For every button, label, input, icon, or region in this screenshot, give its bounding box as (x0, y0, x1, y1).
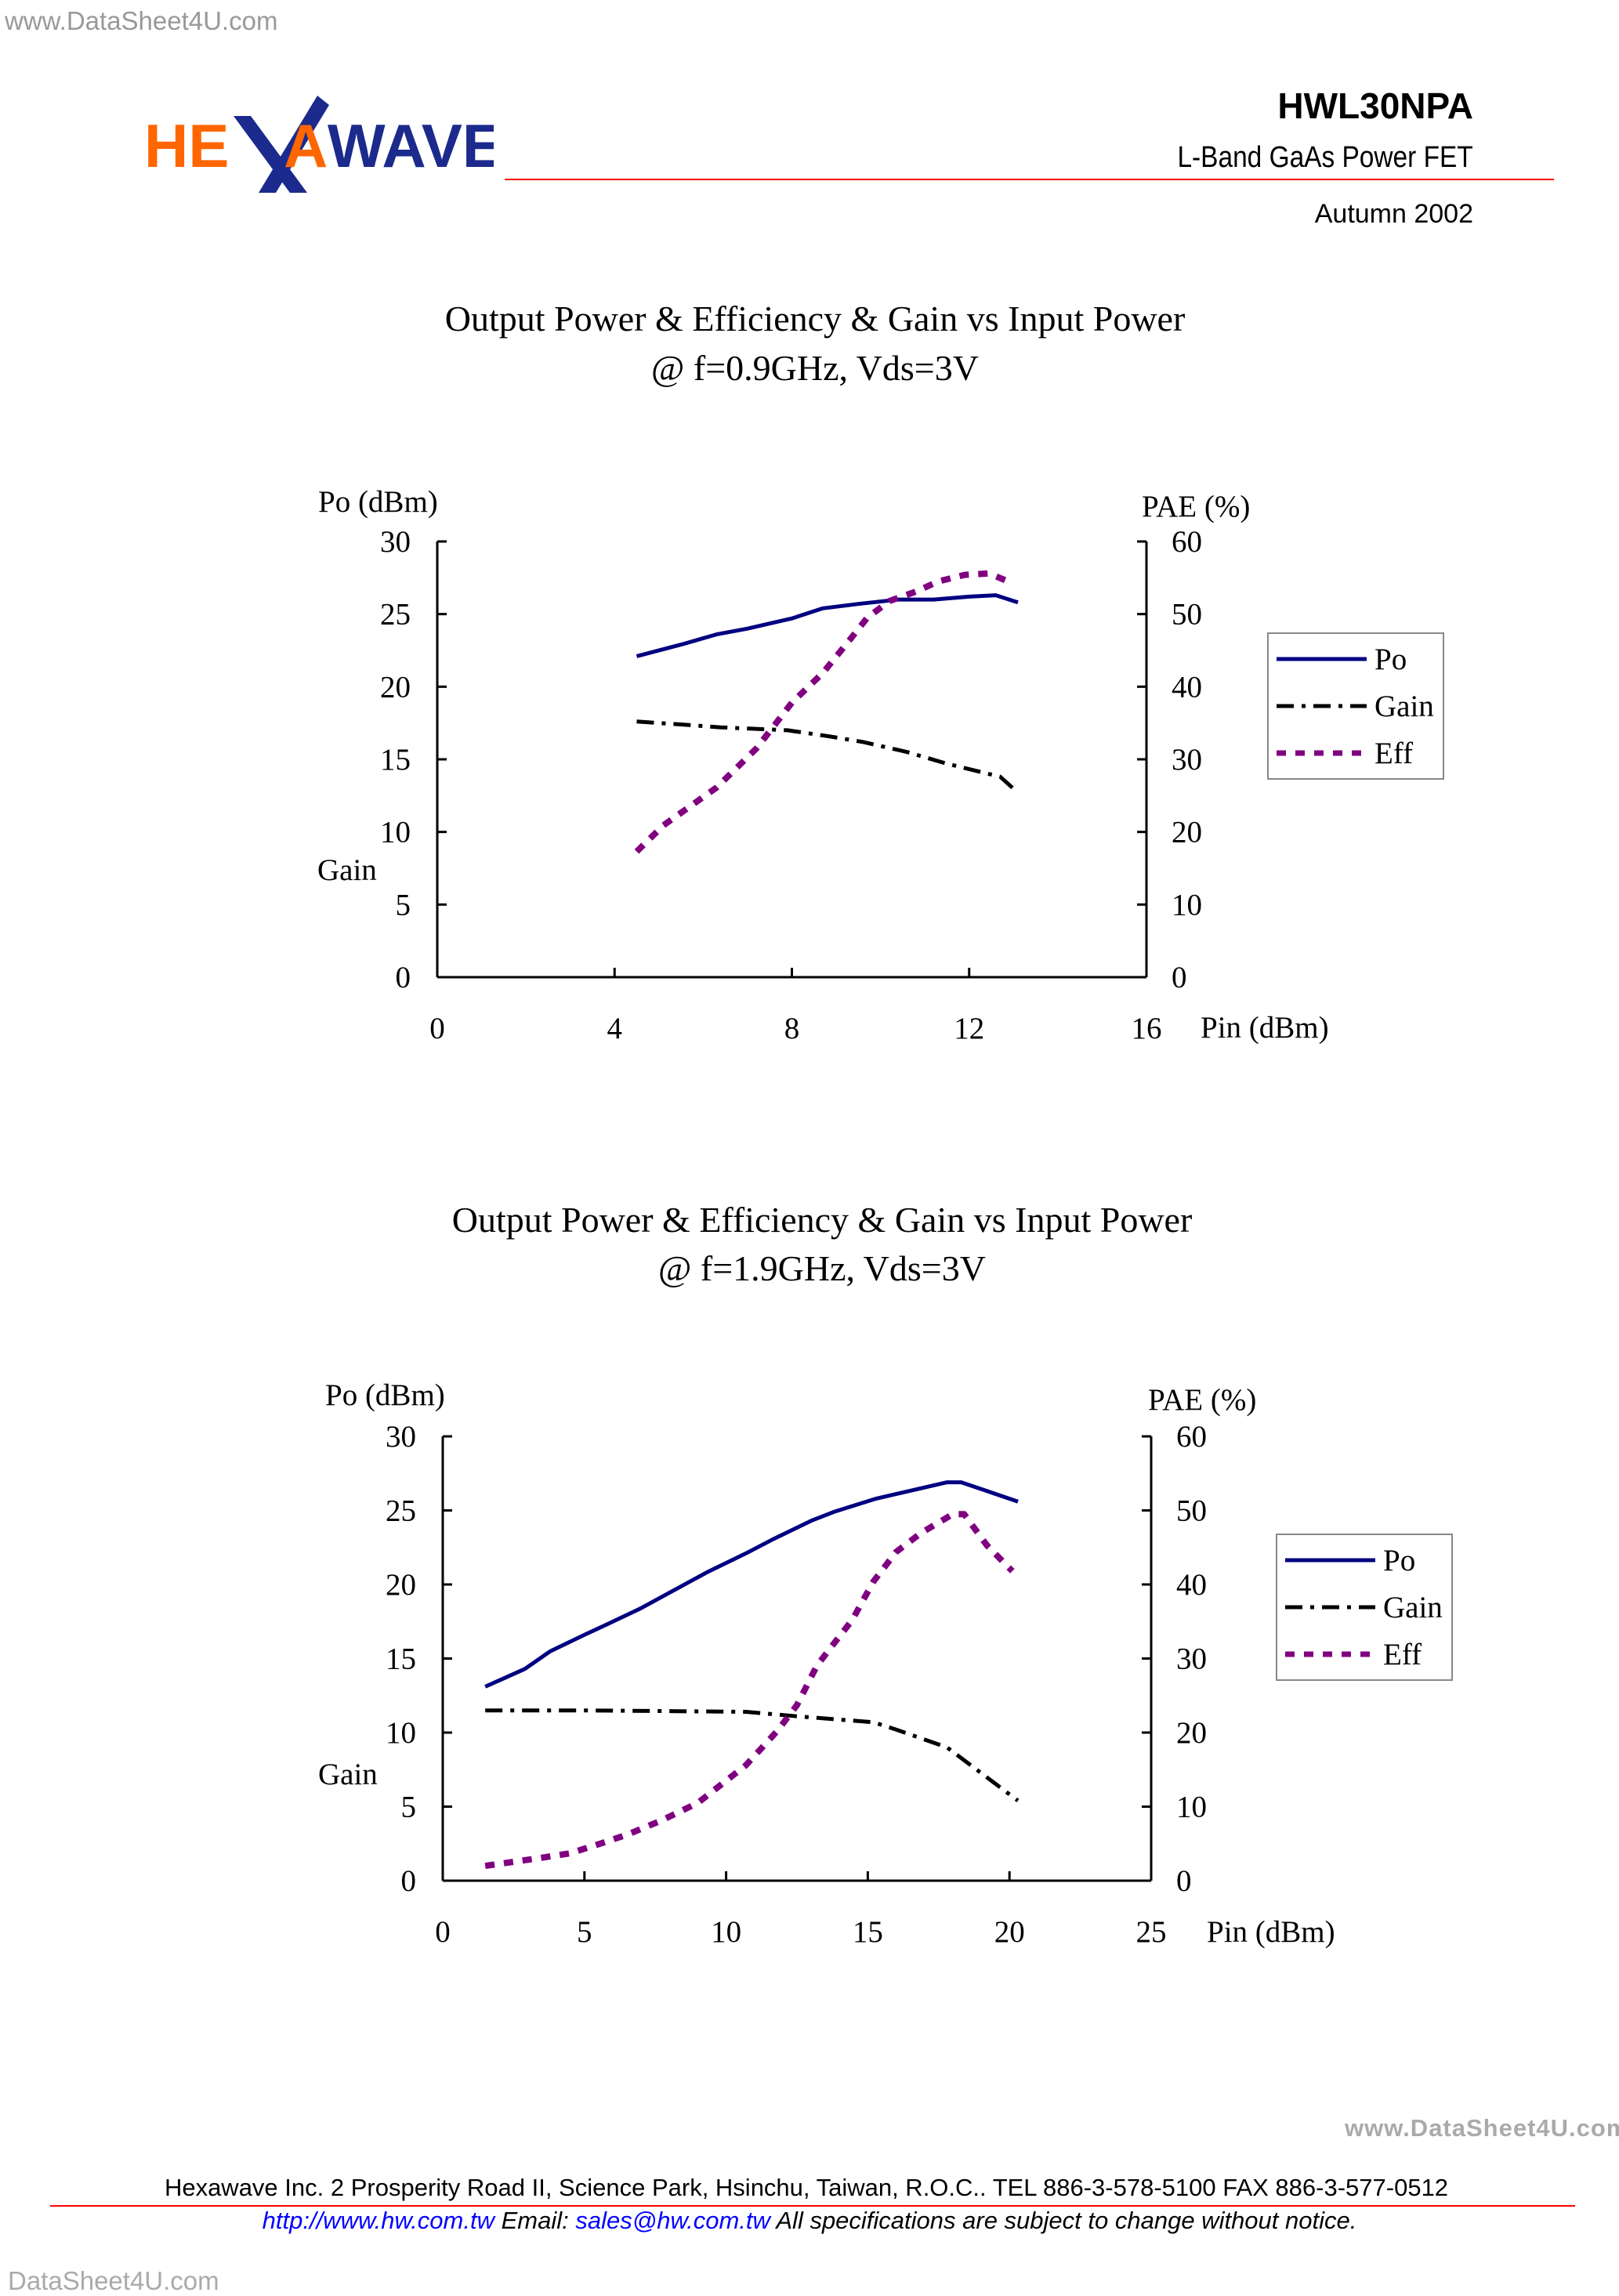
hexawave-logo: HE A WAVE (141, 92, 503, 202)
chart1-y2-tick-label: 20 (1172, 816, 1202, 849)
header-date: Autumn 2002 (1314, 199, 1473, 229)
chart1-series-gain-line (636, 719, 1020, 795)
watermark-top: www.DataSheet4U.com (5, 6, 278, 35)
chart1-x-tick-label: 8 (784, 1012, 800, 1045)
chart1-y2label: PAE (%) (1142, 490, 1251, 523)
chart2-y2-tick-label: 10 (1176, 1791, 1207, 1824)
chart1-y2-tick-label: 30 (1172, 743, 1202, 777)
legend-swatch-po (1277, 657, 1367, 661)
chart2-x-tick-label: 25 (1136, 1915, 1167, 1949)
legend-item-gain: Gain (1285, 1584, 1443, 1631)
chart1-ylabel: Po (dBm) (318, 485, 438, 519)
legend-item-eff: Eff (1285, 1631, 1422, 1678)
chart1-y-tick-label: 15 (380, 743, 411, 777)
chart2-y2-tick-label: 20 (1176, 1716, 1207, 1750)
chart2-y-tick-label: 15 (386, 1642, 416, 1676)
chart2-y2-tick-label: 50 (1176, 1494, 1207, 1528)
chart1-x-tick-label: 4 (607, 1012, 623, 1045)
chart2-y-tick-label: 10 (386, 1716, 416, 1750)
chart1-series-eff-line (634, 570, 1013, 854)
chart2-x-tick-label: 20 (994, 1915, 1025, 1949)
legend-label: Po (1375, 642, 1407, 676)
chart1-x-tick-label: 12 (954, 1012, 984, 1045)
chart1-y-tick-label: 5 (396, 888, 411, 922)
svg-text:WAVE: WAVE (328, 111, 494, 180)
legend-label: Eff (1375, 736, 1414, 770)
chart1-ylabel-gain: Gain (317, 853, 377, 887)
legend-swatch-eff (1277, 750, 1367, 756)
chart1-y2-tick-label: 0 (1172, 961, 1187, 994)
chart2-y-tick-label: 30 (386, 1420, 416, 1454)
legend-swatch-eff (1285, 1651, 1375, 1657)
legend-swatch-gain (1277, 704, 1367, 708)
chart1-series-po-line (636, 593, 1019, 658)
svg-text:A: A (284, 111, 328, 180)
svg-text:HE: HE (144, 111, 229, 180)
chart2-ylabel: Po (dBm) (325, 1378, 445, 1412)
chart2-x-tick-label: 10 (711, 1915, 741, 1949)
chart2-y2-tick-label: 60 (1176, 1420, 1207, 1454)
chart2-series-eff-line (484, 1511, 1015, 1870)
legend-item-eff: Eff (1277, 730, 1413, 777)
header-rule (505, 179, 1554, 180)
chart2-y2-tick-label: 40 (1176, 1568, 1207, 1602)
chart2-y2label: PAE (%) (1148, 1383, 1257, 1417)
watermark-right: www.DataSheet4U.com (1345, 2114, 1619, 2142)
chart2-x-tick-label: 0 (435, 1915, 451, 1949)
legend-item-po: Po (1277, 636, 1407, 683)
chart2-y-tick-label: 25 (386, 1494, 416, 1528)
footer-rule (50, 2205, 1575, 2207)
legend-label: Gain (1383, 1590, 1443, 1624)
chart2-x-tick-label: 5 (577, 1915, 592, 1949)
footer-address: Hexawave Inc. 2 Prosperity Road II, Scie… (164, 2174, 1449, 2201)
chart2-y2-tick-label: 30 (1176, 1642, 1207, 1676)
chart1-y-tick-label: 20 (380, 670, 411, 704)
chart1-x-tick-label: 16 (1132, 1012, 1162, 1045)
chart2-y-tick-label: 0 (401, 1864, 417, 1898)
chart1-xlabel: Pin (dBm) (1201, 1011, 1329, 1045)
legend-swatch-gain (1285, 1605, 1375, 1610)
chart2-legend: Po Gain Eff (1276, 1534, 1453, 1681)
chart2-x-tick-label: 15 (853, 1915, 883, 1949)
header-subtitle: L-Band GaAs Power FET (1177, 141, 1473, 174)
footer-notice: All specifications are subject to change… (776, 2207, 1357, 2234)
chart2-xlabel: Pin (dBm) (1207, 1915, 1335, 1949)
legend-item-gain: Gain (1277, 683, 1434, 730)
legend-swatch-po (1285, 1558, 1375, 1563)
chart1-subtitle: @ f=0.9GHz, Vds=3V (651, 348, 979, 388)
email-label: Email: (501, 2207, 569, 2234)
chart1-y2-tick-label: 60 (1172, 525, 1202, 559)
chart1-legend: Po Gain Eff (1267, 632, 1444, 780)
chart2-title: Output Power & Efficiency & Gain vs Inpu… (451, 1200, 1193, 1240)
chart1-y2-tick-label: 40 (1172, 670, 1202, 704)
chart1-x-tick-label: 0 (429, 1012, 445, 1045)
chart1-y-tick-label: 30 (380, 525, 411, 559)
email-link[interactable]: sales@hw.com.tw (575, 2207, 770, 2234)
chart2-y-tick-label: 5 (401, 1791, 417, 1824)
legend-label: Po (1383, 1543, 1416, 1577)
legend-label: Gain (1375, 689, 1434, 723)
chart1-y-tick-label: 0 (396, 961, 411, 994)
watermark-bottom: DataSheet4U.com (8, 2266, 219, 2295)
chart2-ylabel-gain: Gain (318, 1758, 378, 1791)
legend-label: Eff (1383, 1637, 1422, 1671)
footer-links: http://www.hw.com.tw Email: sales@hw.com… (0, 2207, 1619, 2235)
chart2-y-tick-label: 20 (386, 1568, 416, 1602)
chart1-y2-tick-label: 10 (1172, 888, 1202, 922)
chart2-y2-tick-label: 0 (1176, 1864, 1192, 1898)
legend-item-po: Po (1285, 1537, 1415, 1584)
chart1-title: Output Power & Efficiency & Gain vs Inpu… (444, 299, 1186, 339)
chart1-y2-tick-label: 50 (1172, 598, 1202, 632)
chart1-y-tick-label: 25 (380, 598, 411, 632)
chart2-series-gain-line (485, 1708, 1020, 1802)
chart2-subtitle: @ f=1.9GHz, Vds=3V (658, 1248, 986, 1288)
part-number: HWL30NPA (1277, 85, 1473, 126)
chart1-y-tick-label: 10 (380, 816, 411, 849)
chart2-series-po-line (484, 1480, 1019, 1689)
website-link[interactable]: http://www.hw.com.tw (262, 2207, 494, 2234)
